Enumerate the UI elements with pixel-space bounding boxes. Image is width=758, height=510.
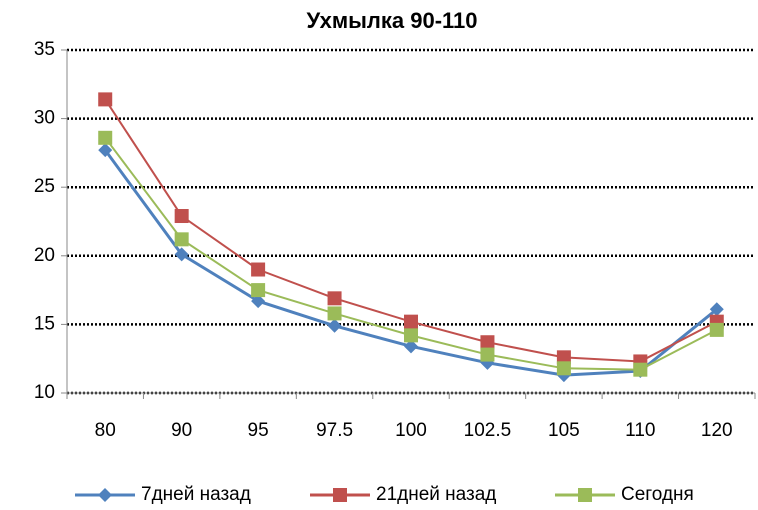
- data-point: [404, 328, 418, 343]
- data-point: [327, 291, 342, 306]
- data-point: [98, 130, 113, 145]
- x-tick-label: 102.5: [464, 420, 512, 441]
- legend-marker: [333, 488, 347, 502]
- data-point: [480, 347, 495, 362]
- data-point: [251, 294, 266, 309]
- data-point: [174, 209, 189, 224]
- y-tick-label: 25: [34, 176, 55, 197]
- x-tick-label: 90: [171, 420, 192, 441]
- data-point: [327, 306, 342, 321]
- data-point: [174, 247, 189, 262]
- y-tick-label: 10: [34, 382, 55, 403]
- data-point: [480, 335, 495, 350]
- data-point: [251, 262, 266, 277]
- x-tick-label: 97.5: [316, 420, 353, 441]
- x-tick-label: 80: [95, 420, 116, 441]
- legend-marker: [578, 488, 592, 502]
- data-point: [404, 314, 418, 329]
- y-tick-label: 20: [34, 245, 55, 266]
- legend-label: Сегодня: [621, 484, 694, 505]
- data-point: [556, 350, 571, 365]
- x-tick-label: 95: [248, 420, 269, 441]
- legend-label: 7дней назад: [141, 484, 251, 505]
- data-point: [709, 322, 724, 337]
- data-point: [251, 283, 266, 298]
- x-tick-label: 120: [701, 420, 733, 441]
- data-point: [98, 92, 113, 107]
- x-tick-label: 100: [395, 420, 427, 441]
- y-tick-label: 15: [34, 313, 55, 334]
- data-point: [98, 143, 113, 158]
- x-tick-label: 110: [625, 420, 655, 441]
- legend-label: 21дней назад: [376, 484, 496, 505]
- data-point: [709, 302, 724, 317]
- data-point: [404, 339, 418, 354]
- data-point: [556, 361, 571, 376]
- y-tick-label: 35: [34, 39, 55, 60]
- data-point: [327, 318, 342, 333]
- chart-title: Ухмылка 90-110: [306, 8, 477, 33]
- data-point: [633, 362, 648, 377]
- y-tick-label: 30: [34, 108, 55, 129]
- legend-marker: [98, 488, 112, 502]
- x-tick-label: 105: [548, 420, 580, 441]
- data-point: [174, 232, 189, 247]
